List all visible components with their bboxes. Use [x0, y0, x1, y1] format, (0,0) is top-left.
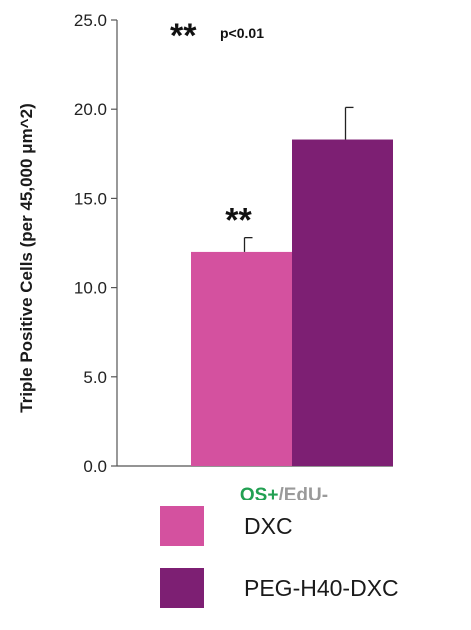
- x-category-part-os: OS+: [240, 485, 279, 500]
- y-tick-label: 25.0: [74, 11, 107, 30]
- y-tick-label: 0.0: [83, 457, 107, 476]
- x-category-part-edu: EdU-: [284, 485, 328, 500]
- bar-chart: Triple Positive Cells (per 45,000 μm^2) …: [17, 11, 393, 500]
- legend: DXC PEG-H40-DXC: [160, 506, 399, 630]
- significance-note: ** p<0.01: [170, 17, 264, 55]
- y-tick-label: 10.0: [74, 279, 107, 298]
- legend-label-peg-h40-dxc: PEG-H40-DXC: [244, 574, 399, 601]
- significance-stars: **: [170, 17, 197, 55]
- bar-peg-h40-dxc: [292, 139, 393, 466]
- legend-item-dxc: DXC: [160, 506, 399, 546]
- significance-text: p<0.01: [220, 25, 264, 41]
- legend-item-peg-h40-dxc: PEG-H40-DXC: [160, 568, 399, 608]
- legend-swatch-dxc: [160, 506, 204, 546]
- y-tick-label: 15.0: [74, 189, 107, 208]
- x-category-separator: /: [278, 485, 284, 500]
- significance-marker: **: [225, 202, 252, 240]
- bar-dxc: [191, 251, 292, 466]
- y-axis-title: Triple Positive Cells (per 45,000 μm^2): [17, 103, 36, 412]
- x-category-label: OS+/EdU-: [240, 485, 328, 500]
- legend-label-dxc: DXC: [244, 512, 293, 539]
- y-tick-label: 5.0: [83, 368, 107, 387]
- legend-swatch-peg-h40-dxc: [160, 568, 204, 608]
- y-tick-label: 20.0: [74, 100, 107, 119]
- y-axis-ticks: 0.0 5.0 10.0 15.0 20.0 25.0: [74, 11, 117, 476]
- bars-group: **: [191, 106, 393, 466]
